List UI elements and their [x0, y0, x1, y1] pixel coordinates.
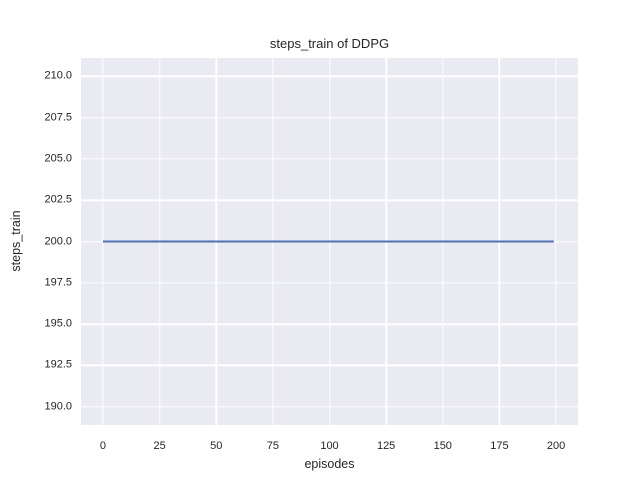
y-tick-label: 205.0 [44, 152, 72, 165]
gridline-horizontal [81, 364, 578, 367]
y-axis-label: steps_train [9, 210, 23, 272]
y-tick-label: 190.0 [44, 400, 72, 413]
x-tick-label: 125 [376, 440, 396, 452]
chart-title: steps_train of DDPG [269, 36, 390, 51]
y-tick-label: 197.5 [44, 276, 72, 289]
x-tick-label: 75 [266, 440, 279, 452]
x-tick-label: 25 [153, 440, 166, 452]
gridline-horizontal [81, 199, 578, 201]
x-tick-label: 50 [210, 440, 223, 452]
y-tick-label: 195.0 [44, 317, 72, 330]
gridline-horizontal [81, 116, 578, 119]
plot-area [81, 58, 578, 425]
x-tick-label: 200 [546, 440, 566, 452]
gridline-horizontal [81, 75, 578, 77]
y-tick-label: 210.0 [44, 69, 72, 82]
y-tick-label: 200.0 [44, 235, 72, 247]
x-axis-label: episodes [304, 457, 355, 471]
x-tick-label: 175 [490, 440, 509, 452]
x-tick-label: 100 [320, 440, 339, 452]
gridline-horizontal [81, 323, 578, 325]
y-tick-label: 207.5 [44, 111, 72, 123]
y-tick-label: 202.5 [44, 193, 72, 206]
plot-svg [103, 240, 554, 243]
y-tick-label: 192.5 [44, 358, 72, 371]
gridline-horizontal [81, 282, 578, 284]
gridline-horizontal [81, 406, 578, 408]
x-tick-label: 0 [99, 440, 107, 452]
gridline-horizontal [81, 158, 578, 160]
x-tick-label: 150 [433, 440, 452, 452]
